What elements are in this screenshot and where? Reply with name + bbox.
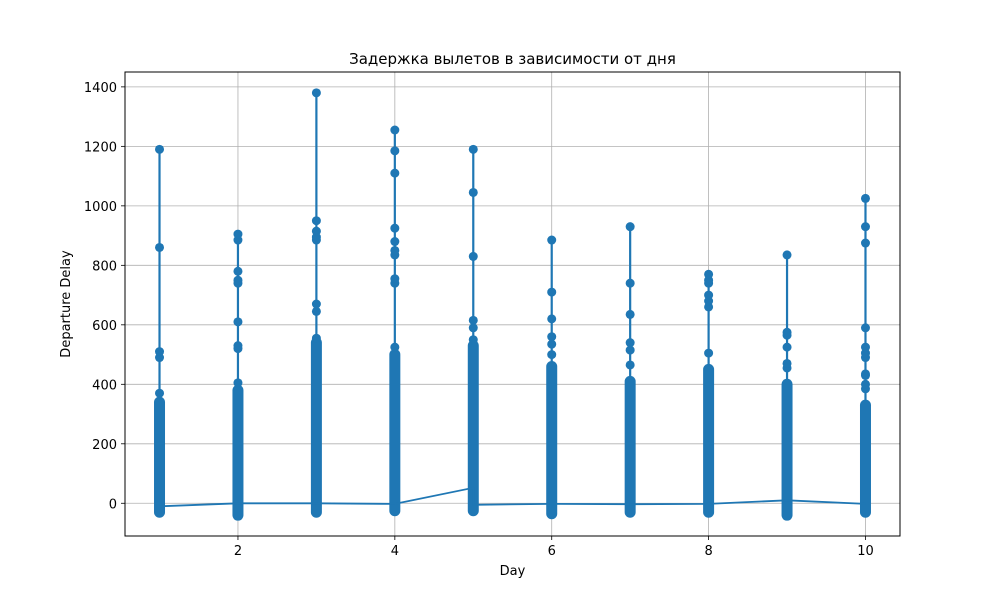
data-point [233,275,243,285]
plot-frame [124,71,901,537]
data-point [782,358,792,368]
data-point [155,144,165,154]
data-point [311,88,321,98]
data-point [390,223,400,233]
x-axis: 2 4 6 8 10 [234,536,874,559]
dense-markers [154,396,166,518]
data-point [390,237,400,247]
dense-markers [389,349,401,517]
data-point [311,333,321,343]
data-point [311,299,321,309]
data-series [154,88,871,521]
dense-markers [546,360,558,520]
data-point [625,222,635,232]
data-point [468,323,478,333]
data-point [468,187,478,197]
data-point [860,222,870,232]
y-tick-label: 0 [109,497,117,512]
data-point [860,342,870,352]
data-point [233,378,243,388]
x-axis-label: Day [500,564,526,579]
data-point [155,242,165,252]
data-point [390,168,400,178]
x-tick-label: 6 [548,544,556,559]
data-point [547,235,557,245]
data-point [468,335,478,345]
data-point [704,269,714,279]
data-point [311,216,321,226]
dense-markers [624,375,636,518]
data-point [311,226,321,236]
y-tick-label: 1400 [84,81,117,96]
data-point [390,146,400,156]
data-point [860,379,870,389]
data-point [233,229,243,239]
data-point [625,338,635,348]
data-point [233,341,243,351]
data-point [860,369,870,379]
data-point [782,250,792,260]
data-point [704,348,714,358]
x-tick-label: 10 [857,544,874,559]
y-tick-label: 200 [92,438,117,453]
data-point [311,306,321,316]
data-point [860,238,870,248]
data-point [547,339,557,349]
data-point [468,251,478,261]
data-point [782,327,792,337]
data-point [155,347,165,357]
dense-markers [467,340,479,517]
data-point [782,342,792,352]
data-point [625,360,635,370]
y-tick-label: 600 [92,319,117,334]
dense-markers [859,399,871,518]
data-point [233,266,243,276]
data-point [468,315,478,325]
data-point [547,332,557,342]
data-point [860,323,870,333]
y-tick-label: 1000 [84,200,117,215]
y-tick-label: 1200 [84,140,117,155]
data-point [390,245,400,255]
data-point [860,193,870,203]
data-point [625,345,635,355]
data-point [390,342,400,352]
data-point [468,144,478,154]
y-tick-label: 400 [92,378,117,393]
y-axis: 0 200 400 600 800 1000 1200 1400 [84,81,125,512]
data-point [704,290,714,300]
data-point [155,388,165,398]
data-point [547,287,557,297]
data-point [233,317,243,327]
data-point [390,274,400,284]
dense-markers [310,337,322,518]
dense-markers [703,363,715,518]
y-axis-label: Departure Delay [59,250,74,358]
dense-markers [232,384,244,521]
y-tick-label: 800 [92,259,117,274]
x-tick-label: 4 [391,544,399,559]
data-point [547,314,557,324]
data-point [547,350,557,360]
data-point [625,278,635,288]
dense-markers [781,378,793,521]
data-point [625,309,635,319]
data-point [390,125,400,135]
x-tick-label: 2 [234,544,242,559]
chart-title: Задержка вылетов в зависимости от дня [349,50,676,68]
x-tick-label: 8 [704,544,712,559]
trend-line [159,486,866,508]
